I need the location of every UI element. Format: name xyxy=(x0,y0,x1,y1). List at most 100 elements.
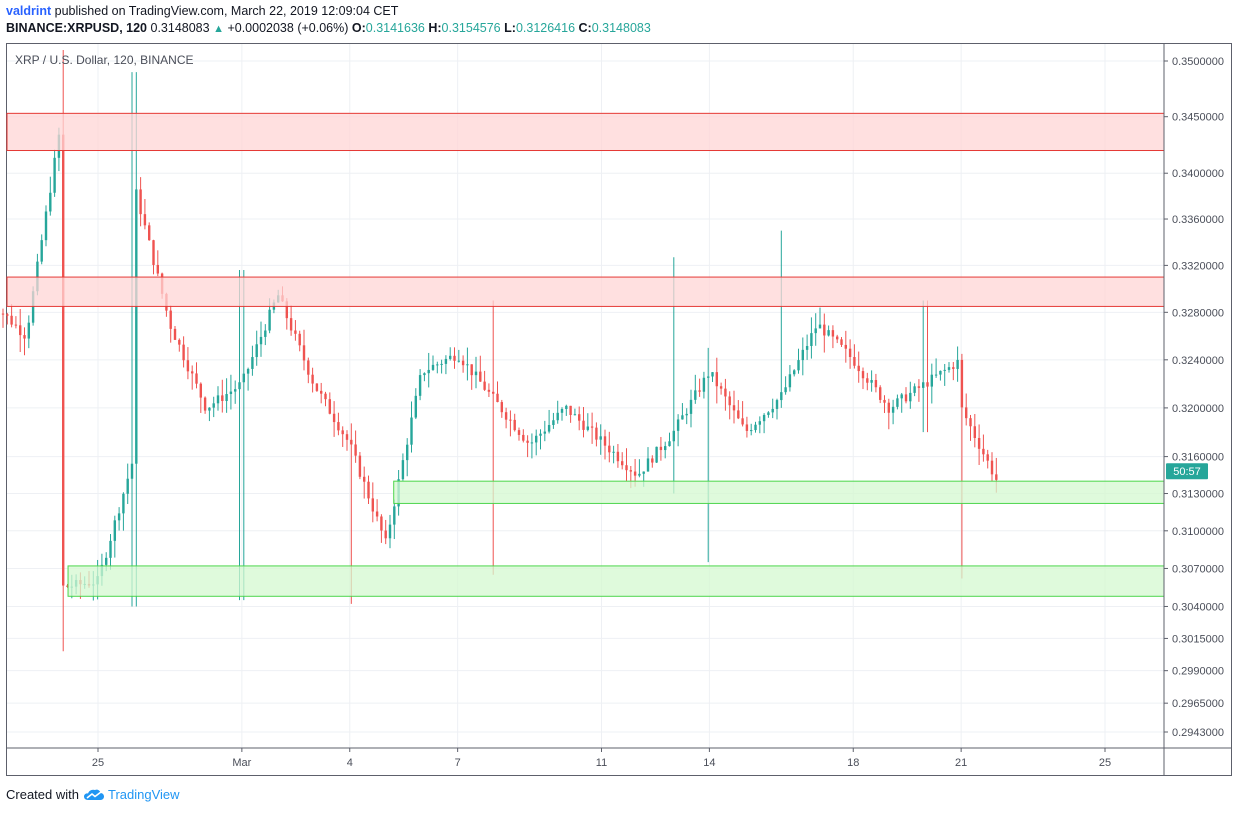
countdown-badge-layer: 50:57 xyxy=(1166,463,1208,480)
candle-body xyxy=(655,446,658,463)
candle xyxy=(246,367,250,391)
candle xyxy=(19,308,22,353)
author-name[interactable]: valdrint xyxy=(6,4,52,18)
candle xyxy=(53,149,56,197)
candle xyxy=(612,445,615,464)
candle-body xyxy=(62,134,65,586)
candle-body xyxy=(608,445,611,453)
candle xyxy=(530,433,534,459)
candle-body xyxy=(216,395,220,404)
x-tick-label: Mar xyxy=(232,757,251,769)
candle xyxy=(900,392,903,413)
candle xyxy=(831,325,835,349)
candle xyxy=(780,230,783,408)
candle-body xyxy=(143,214,147,226)
candle-body xyxy=(337,422,340,431)
candle xyxy=(848,339,852,369)
candle-body xyxy=(689,399,693,414)
candle-body xyxy=(857,365,860,372)
candle-body xyxy=(36,261,39,292)
countdown-label: 50:57 xyxy=(1173,466,1201,478)
y-tick-label: 0.3240000 xyxy=(1172,355,1224,367)
candle xyxy=(328,392,332,415)
candle-body xyxy=(418,375,422,396)
candle xyxy=(934,358,938,378)
y-tick-label: 0.3015000 xyxy=(1172,633,1224,645)
candle-body xyxy=(345,434,349,440)
x-tick-label: 14 xyxy=(703,757,715,769)
candle xyxy=(621,452,624,470)
candle-body xyxy=(182,344,185,361)
candle-body xyxy=(754,424,757,431)
candle xyxy=(827,325,830,337)
candle-body xyxy=(126,478,129,494)
candle-body xyxy=(268,309,271,331)
candle-body xyxy=(879,387,882,400)
candle xyxy=(681,403,684,420)
candle-body xyxy=(431,364,435,370)
candle xyxy=(943,363,946,386)
candle xyxy=(896,394,899,410)
candle xyxy=(492,300,495,575)
candle xyxy=(496,381,499,403)
candle-body xyxy=(724,388,727,397)
candle xyxy=(436,361,439,374)
candle xyxy=(569,405,572,423)
tradingview-logo[interactable]: TradingView xyxy=(83,787,180,802)
candle xyxy=(823,313,826,353)
candle-body xyxy=(341,430,344,435)
candle xyxy=(861,367,865,390)
candle xyxy=(126,463,129,505)
candle-body xyxy=(539,433,542,436)
candle xyxy=(707,347,710,563)
candle xyxy=(380,514,383,543)
candle xyxy=(117,507,121,531)
candle-body xyxy=(449,355,452,359)
candle xyxy=(345,430,349,451)
candle xyxy=(225,378,228,413)
candle-body xyxy=(350,439,353,445)
high-value: 0.3154576 xyxy=(441,21,501,35)
candle xyxy=(728,391,731,420)
y-tick-label: 0.3040000 xyxy=(1172,601,1224,613)
candle-body xyxy=(965,407,968,419)
candle-body xyxy=(496,393,499,403)
candle-body xyxy=(926,382,929,387)
candle-body xyxy=(836,336,839,340)
candle-body xyxy=(818,324,822,329)
candle xyxy=(952,361,955,381)
candle-body xyxy=(930,374,934,387)
candle-body xyxy=(668,441,671,447)
candle xyxy=(676,414,680,447)
candle xyxy=(668,432,671,447)
candle xyxy=(810,317,813,359)
candle-body xyxy=(922,382,925,388)
candle xyxy=(724,378,727,411)
candle-body xyxy=(805,345,809,350)
y-axis-labels: 0.3500000 0.3450000 0.3400000 0.3360000 0.33… xyxy=(1172,56,1224,739)
candle-body xyxy=(513,419,516,431)
candle xyxy=(384,519,387,545)
candle-body xyxy=(19,325,22,336)
candle-body xyxy=(784,387,787,393)
candle xyxy=(866,372,869,391)
candle-body xyxy=(367,481,370,499)
candle xyxy=(737,400,740,420)
candle xyxy=(664,441,667,459)
candle-body xyxy=(651,458,654,463)
candle-body xyxy=(461,360,465,366)
candle-body xyxy=(487,389,491,392)
candle-body xyxy=(831,330,835,337)
candle-body xyxy=(728,396,731,406)
candle xyxy=(797,348,800,374)
candle-body xyxy=(354,444,357,456)
candle xyxy=(788,365,792,392)
candle xyxy=(156,250,160,277)
candle xyxy=(909,381,912,409)
candle-body xyxy=(307,360,310,375)
candle xyxy=(956,346,959,382)
candle-body xyxy=(715,372,719,387)
candle xyxy=(517,427,521,441)
candle xyxy=(853,344,856,369)
